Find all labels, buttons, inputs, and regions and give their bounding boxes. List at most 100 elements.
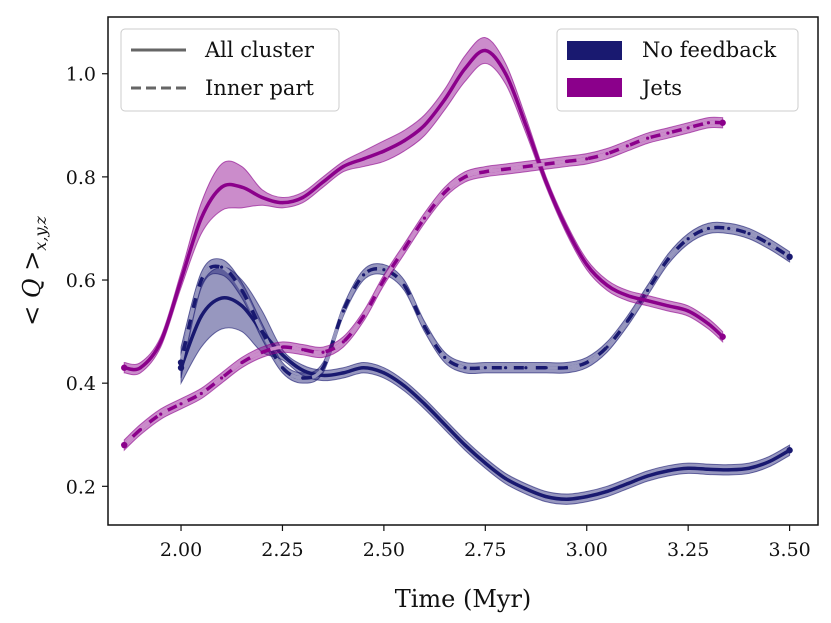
data-point <box>767 459 771 464</box>
data-point <box>382 149 386 153</box>
color-legend: No feedback Jets <box>556 28 799 112</box>
data-point <box>483 48 487 53</box>
y-tick-label: 0.2 <box>66 476 96 498</box>
data-point <box>666 304 670 308</box>
data-point <box>625 293 629 298</box>
data-point <box>362 157 366 161</box>
data-point <box>564 497 569 501</box>
data-point <box>422 123 427 127</box>
data-point <box>443 97 447 102</box>
data-point <box>280 353 285 357</box>
data-point <box>585 157 589 161</box>
data-point <box>341 164 345 169</box>
x-tick-label: 3.25 <box>667 539 709 561</box>
data-point <box>686 237 690 241</box>
data-point <box>686 466 690 470</box>
series-end-marker <box>786 253 793 261</box>
data-point <box>544 366 548 370</box>
data-point <box>199 391 203 396</box>
style-legend: All cluster Inner part <box>120 28 340 112</box>
data-point <box>341 371 345 375</box>
tick-layer: 2.00 2.25 2.50 2.75 3.00 3.25 3.50 0.2 0.4 0.6 0.8… <box>66 64 811 561</box>
data-point <box>260 330 264 334</box>
data-point <box>240 360 244 365</box>
series-end-marker <box>719 333 726 340</box>
data-point <box>280 201 285 205</box>
data-point <box>382 268 386 272</box>
data-point <box>443 422 447 427</box>
data-point <box>321 366 325 370</box>
data-point <box>524 487 528 491</box>
legend-no-feedback-label: No feedback <box>642 38 776 62</box>
data-point <box>159 412 163 416</box>
data-point <box>240 304 244 308</box>
data-point <box>402 247 406 251</box>
data-point <box>280 345 285 349</box>
x-axis-label: Time (Myr) <box>395 585 532 613</box>
data-point <box>666 131 670 135</box>
series-start-marker <box>177 359 185 366</box>
data-point <box>321 180 325 184</box>
data-point <box>747 466 751 470</box>
y-tick-label: 0.4 <box>66 373 96 395</box>
data-point <box>138 427 143 432</box>
data-point <box>483 170 487 174</box>
x-tick-label: 2.25 <box>261 539 303 561</box>
x-tick-label: 2.75 <box>464 539 506 561</box>
data-point <box>463 366 467 370</box>
data-point <box>625 144 629 148</box>
data-point <box>402 384 406 388</box>
series-no-feedback-inner-part <box>177 221 793 384</box>
data-point <box>260 350 264 354</box>
data-point <box>301 376 305 380</box>
data-point <box>706 121 711 125</box>
data-point <box>463 175 467 179</box>
data-point <box>727 226 731 231</box>
data-point <box>625 319 629 323</box>
data-point <box>199 314 203 318</box>
data-point <box>504 476 508 481</box>
data-point <box>220 296 224 300</box>
data-point <box>646 474 650 478</box>
data-point <box>544 495 548 499</box>
data-point <box>199 216 203 220</box>
data-point <box>564 226 569 231</box>
data-point <box>585 495 589 499</box>
data-point <box>301 195 305 200</box>
data-point <box>443 355 447 359</box>
data-point <box>504 72 508 76</box>
data-point <box>220 376 224 380</box>
data-point <box>341 309 345 313</box>
data-point <box>422 402 427 406</box>
data-point <box>138 366 143 370</box>
data-point <box>463 66 467 71</box>
data-point <box>443 190 447 194</box>
data-point <box>382 371 386 375</box>
data-point <box>199 278 203 282</box>
data-point <box>179 278 183 282</box>
data-point <box>646 136 650 140</box>
legend-jets-swatch <box>567 78 622 97</box>
data-point <box>585 262 589 267</box>
x-tick-label: 3.50 <box>768 539 810 561</box>
data-point <box>524 164 528 169</box>
legend-jets-label: Jets <box>640 76 682 100</box>
data-point <box>706 467 711 471</box>
series-band-jets-all-cluster <box>123 37 724 376</box>
data-point <box>605 152 609 156</box>
series-band-no-feedback-inner-part <box>180 221 791 384</box>
data-point <box>504 366 508 370</box>
y-tick-label: 0.8 <box>66 167 96 189</box>
data-point <box>524 123 528 127</box>
data-point <box>301 368 305 372</box>
data-point <box>544 162 548 166</box>
data-point <box>564 366 569 370</box>
data-point <box>767 242 771 246</box>
y-tick-label: 1.0 <box>66 64 96 86</box>
series-line-no-feedback-all-cluster <box>179 295 792 501</box>
data-point <box>402 283 406 287</box>
data-point <box>301 348 305 352</box>
data-point <box>605 345 609 349</box>
x-tick-label: 2.00 <box>160 539 202 561</box>
